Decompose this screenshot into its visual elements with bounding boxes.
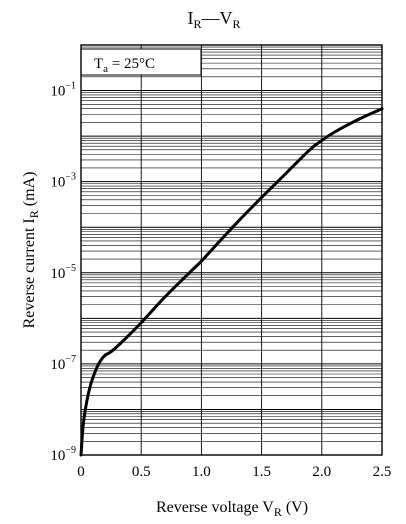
annotation-label: Ta = 25°C (94, 56, 155, 75)
plot-frame (80, 44, 383, 456)
x-axis-label: Reverse voltage VR (V) (156, 499, 308, 519)
x-tick-label: 2.5 (373, 464, 392, 480)
y-tick-label: 10−1 (50, 81, 76, 100)
x-tick-label: 0.5 (132, 464, 151, 480)
x-tick-label: 1.5 (252, 464, 271, 480)
y-tick-label: 10−5 (50, 263, 76, 282)
x-tick-label: 2.0 (312, 464, 331, 480)
x-tick-labels: 0 0.5 1.0 1.5 2.0 2.5 (77, 464, 391, 480)
y-tick-label: 10−9 (50, 445, 76, 464)
grid-major (80, 45, 383, 456)
y-tick-label: 10−3 (50, 172, 76, 191)
annotation-box (80, 48, 202, 76)
x-tick-label: 0 (77, 464, 85, 480)
y-tick-label: 10−7 (50, 354, 76, 373)
series-line (79, 107, 384, 457)
grid-minor (81, 46, 382, 442)
chart-title: IR—VR (187, 8, 240, 31)
y-axis-label: Reverse current IR (mA) (21, 172, 41, 329)
x-tick-label: 1.0 (192, 464, 211, 480)
y-tick-labels: 10−1 10−3 10−5 10−7 10−9 (50, 81, 76, 464)
